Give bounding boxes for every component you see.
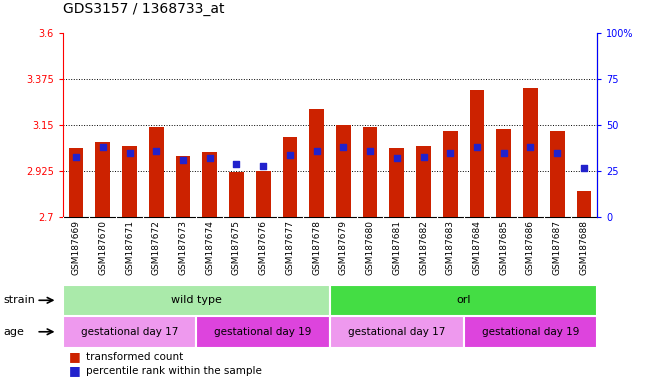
Bar (577, 191, 591, 217)
Bar (96, 142, 110, 217)
Bar (63, 285, 330, 316)
Bar (149, 127, 164, 217)
Text: GSM187680: GSM187680 (366, 220, 375, 275)
Text: ■: ■ (69, 350, 81, 363)
Point (71, 154, 81, 160)
Point (525, 144, 536, 151)
Bar (550, 131, 564, 217)
Bar (363, 127, 378, 217)
Text: GSM187684: GSM187684 (473, 220, 482, 275)
Point (579, 164, 589, 170)
Bar (176, 156, 190, 217)
Text: GSM187675: GSM187675 (232, 220, 241, 275)
Text: GSM187683: GSM187683 (446, 220, 455, 275)
Bar (122, 146, 137, 217)
Text: wild type: wild type (171, 295, 222, 305)
Point (472, 144, 482, 151)
Text: strain: strain (3, 295, 35, 305)
Text: age: age (3, 327, 24, 337)
Text: transformed count: transformed count (86, 352, 183, 362)
Text: GSM187688: GSM187688 (579, 220, 589, 275)
Bar (470, 90, 484, 217)
Bar (443, 131, 457, 217)
Point (258, 163, 269, 169)
Bar (203, 152, 217, 217)
Text: GSM187687: GSM187687 (552, 220, 562, 275)
Bar (416, 146, 431, 217)
Point (365, 148, 376, 154)
Text: GSM187685: GSM187685 (499, 220, 508, 275)
Bar (523, 88, 538, 217)
Text: ■: ■ (69, 364, 81, 377)
Bar (229, 172, 244, 217)
Text: gestational day 17: gestational day 17 (81, 327, 178, 337)
Text: GSM187677: GSM187677 (285, 220, 294, 275)
Text: GSM187669: GSM187669 (71, 220, 81, 275)
Text: GSM187672: GSM187672 (152, 220, 161, 275)
Bar (496, 129, 511, 217)
Bar (256, 171, 271, 217)
Point (391, 155, 402, 161)
Text: gestational day 19: gestational day 19 (482, 327, 579, 337)
Bar (69, 148, 83, 217)
Bar (310, 109, 324, 217)
Text: GSM187681: GSM187681 (392, 220, 401, 275)
Text: orl: orl (457, 295, 471, 305)
Text: gestational day 19: gestational day 19 (214, 327, 312, 337)
Text: GSM187676: GSM187676 (259, 220, 268, 275)
Text: GSM187686: GSM187686 (526, 220, 535, 275)
Text: GSM187671: GSM187671 (125, 220, 134, 275)
Text: GSM187679: GSM187679 (339, 220, 348, 275)
Text: GSM187670: GSM187670 (98, 220, 108, 275)
Bar (389, 148, 404, 217)
Point (151, 148, 162, 154)
Point (498, 150, 509, 156)
Text: GSM187682: GSM187682 (419, 220, 428, 275)
Bar (336, 125, 350, 217)
Point (338, 144, 348, 151)
Text: GSM187673: GSM187673 (178, 220, 187, 275)
Bar (197, 316, 330, 348)
Point (178, 157, 188, 163)
Text: GSM187674: GSM187674 (205, 220, 214, 275)
Text: gestational day 17: gestational day 17 (348, 327, 446, 337)
Point (418, 154, 429, 160)
Text: GSM187678: GSM187678 (312, 220, 321, 275)
Bar (463, 316, 597, 348)
Bar (282, 137, 297, 217)
Point (445, 150, 455, 156)
Bar (330, 285, 597, 316)
Point (284, 152, 295, 158)
Point (231, 161, 242, 167)
Text: GDS3157 / 1368733_at: GDS3157 / 1368733_at (63, 2, 224, 16)
Text: percentile rank within the sample: percentile rank within the sample (86, 366, 261, 376)
Point (124, 150, 135, 156)
Point (205, 155, 215, 161)
Point (312, 148, 322, 154)
Bar (63, 316, 197, 348)
Bar (330, 316, 464, 348)
Point (98, 144, 108, 151)
Point (552, 150, 562, 156)
